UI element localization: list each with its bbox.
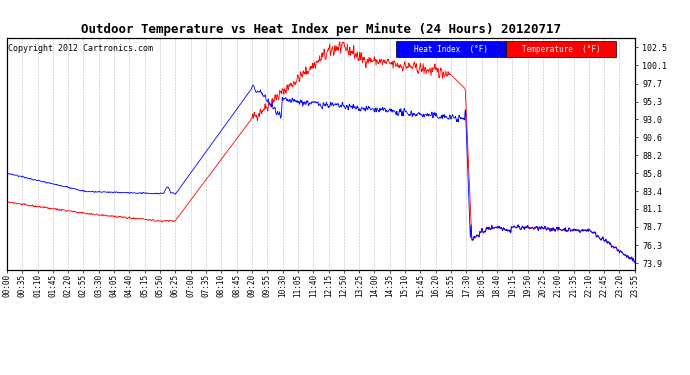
Text: Copyright 2012 Cartronics.com: Copyright 2012 Cartronics.com xyxy=(8,45,153,54)
FancyBboxPatch shape xyxy=(396,41,506,57)
Title: Outdoor Temperature vs Heat Index per Minute (24 Hours) 20120717: Outdoor Temperature vs Heat Index per Mi… xyxy=(81,23,561,36)
FancyBboxPatch shape xyxy=(506,41,616,57)
Text: Temperature  (°F): Temperature (°F) xyxy=(522,45,600,54)
Text: Heat Index  (°F): Heat Index (°F) xyxy=(414,45,488,54)
